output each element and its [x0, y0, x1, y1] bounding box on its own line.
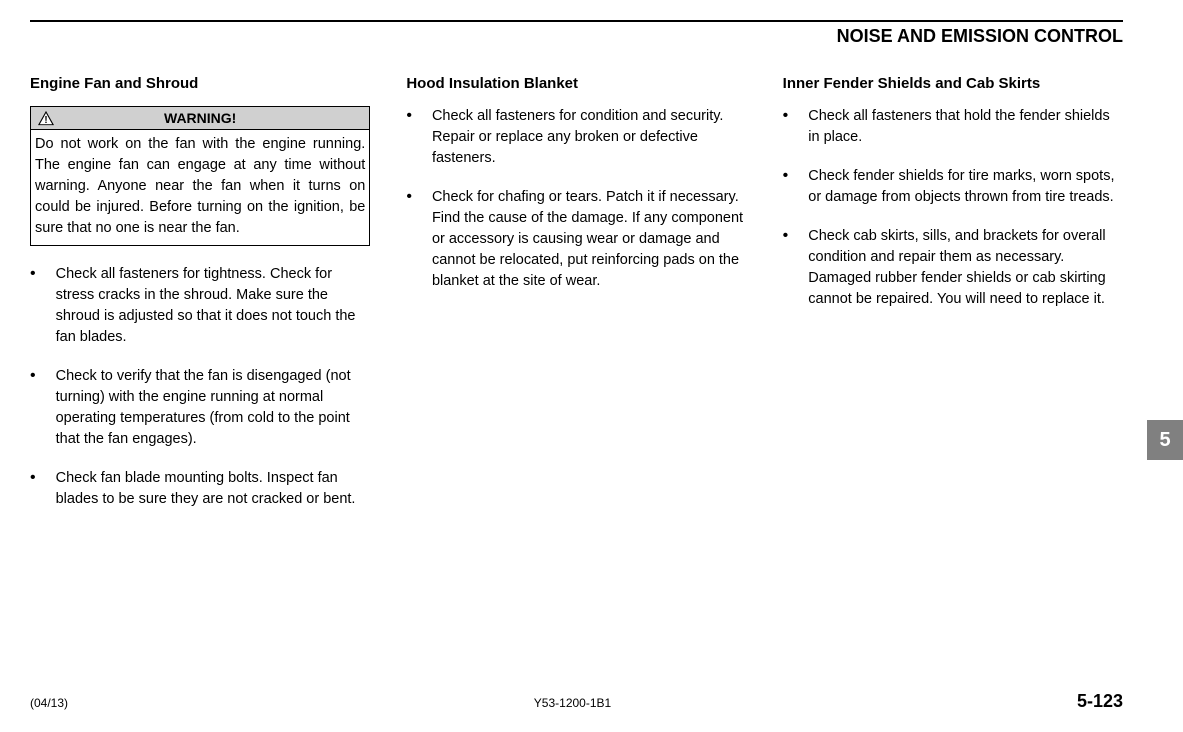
heading-fender-shields: Inner Fender Shields and Cab Skirts — [783, 75, 1123, 92]
bullet-icon: • — [30, 468, 36, 510]
bullet-text: Check all fasteners for condition and se… — [432, 106, 747, 169]
column-right: Inner Fender Shields and Cab Skirts • Ch… — [783, 75, 1123, 528]
content-columns: Engine Fan and Shroud ! WARNING! Do not … — [30, 75, 1123, 528]
footer-date: (04/13) — [30, 696, 68, 710]
bullet-text: Check cab skirts, sills, and brackets fo… — [808, 226, 1123, 310]
bullet-icon: • — [406, 106, 412, 169]
bullet-list-left: • Check all fasteners for tightness. Che… — [30, 264, 370, 510]
bullet-text: Check all fasteners for tightness. Check… — [56, 264, 371, 348]
list-item: • Check fender shields for tire marks, w… — [783, 166, 1123, 208]
bullet-text: Check all fasteners that hold the fender… — [808, 106, 1123, 148]
bullet-icon: • — [783, 226, 789, 310]
chapter-number: 5 — [1159, 429, 1170, 452]
list-item: • Check all fasteners for condition and … — [406, 106, 746, 169]
chapter-tab: 5 — [1147, 420, 1183, 460]
footer-doc-id: Y53-1200-1B1 — [534, 696, 611, 710]
list-item: • Check to verify that the fan is diseng… — [30, 366, 370, 450]
bullet-icon: • — [406, 187, 412, 292]
footer-page-number: 5-123 — [1077, 691, 1123, 712]
bullet-text: Check fan blade mounting bolts. Inspect … — [56, 468, 371, 510]
list-item: • Check for chafing or tears. Patch it i… — [406, 187, 746, 292]
bullet-icon: • — [30, 366, 36, 450]
bullet-icon: • — [30, 264, 36, 348]
bullet-list-middle: • Check all fasteners for condition and … — [406, 106, 746, 292]
column-left: Engine Fan and Shroud ! WARNING! Do not … — [30, 75, 370, 528]
bullet-icon: • — [783, 166, 789, 208]
warning-header: ! WARNING! — [31, 107, 369, 130]
bullet-text: Check for chafing or tears. Patch it if … — [432, 187, 747, 292]
warning-triangle-icon: ! — [37, 110, 55, 126]
list-item: • Check all fasteners that hold the fend… — [783, 106, 1123, 148]
page-title: NOISE AND EMISSION CONTROL — [30, 26, 1123, 47]
page-header: NOISE AND EMISSION CONTROL — [30, 20, 1123, 47]
warning-label: WARNING! — [164, 110, 236, 126]
svg-text:!: ! — [44, 115, 47, 126]
bullet-icon: • — [783, 106, 789, 148]
list-item: • Check fan blade mounting bolts. Inspec… — [30, 468, 370, 510]
column-middle: Hood Insulation Blanket • Check all fast… — [406, 75, 746, 528]
bullet-text: Check fender shields for tire marks, wor… — [808, 166, 1123, 208]
heading-hood-blanket: Hood Insulation Blanket — [406, 75, 746, 92]
warning-text: Do not work on the fan with the engine r… — [31, 130, 369, 245]
warning-box: ! WARNING! Do not work on the fan with t… — [30, 106, 370, 246]
page-footer: (04/13) Y53-1200-1B1 5-123 — [30, 691, 1123, 712]
bullet-text: Check to verify that the fan is disengag… — [56, 366, 371, 450]
heading-engine-fan: Engine Fan and Shroud — [30, 75, 370, 92]
list-item: • Check all fasteners for tightness. Che… — [30, 264, 370, 348]
list-item: • Check cab skirts, sills, and brackets … — [783, 226, 1123, 310]
bullet-list-right: • Check all fasteners that hold the fend… — [783, 106, 1123, 310]
